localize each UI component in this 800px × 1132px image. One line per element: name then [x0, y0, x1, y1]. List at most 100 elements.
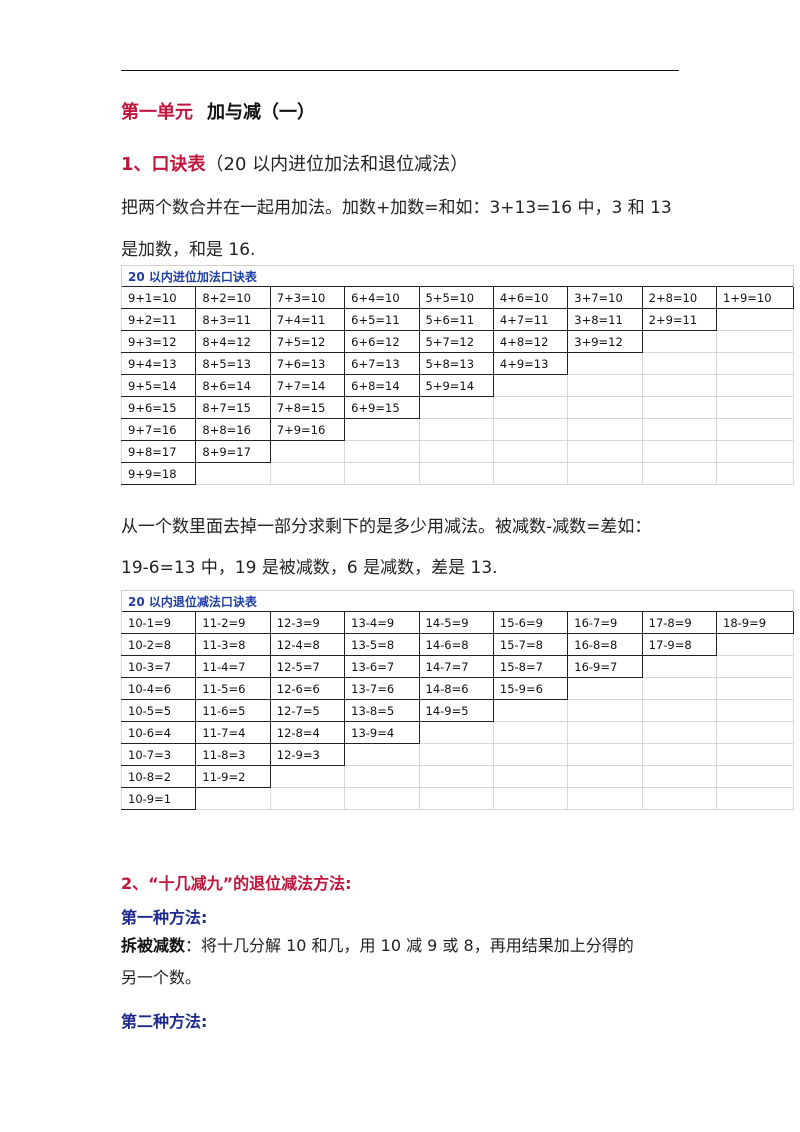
empty-cell [715, 699, 795, 722]
table-row: 10-5=5 11-6=5 12-7=5 13-8=5 14-9=5 [120, 699, 795, 722]
table-cell: 7+8=15 [269, 396, 346, 419]
table-cell: 9+7=16 [120, 418, 197, 441]
table-row: 10-8=2 11-9=2 [120, 765, 795, 788]
method-1-heading: 第一种方法: [121, 908, 208, 927]
table-cell: 14-6=8 [418, 633, 494, 656]
section-1-number: 1、 [121, 154, 152, 175]
table-cell: 11-5=6 [195, 677, 271, 700]
empty-cell [641, 396, 718, 419]
empty-cell [715, 655, 795, 678]
table-cell: 13-6=7 [344, 655, 420, 678]
empty-cell [269, 765, 346, 788]
empty-cell [418, 462, 494, 485]
table-cell: 15-8=7 [492, 655, 569, 678]
table-row: 9+3=12 8+4=12 7+5=12 6+6=12 5+7=12 4+8=12 3+9=… [120, 330, 795, 353]
table-cell: 12-4=8 [269, 633, 346, 656]
table-cell: 8+5=13 [195, 352, 271, 375]
header-rule [121, 70, 679, 71]
table-cell: 7+7=14 [269, 374, 346, 397]
empty-cell [715, 418, 795, 441]
empty-cell [715, 308, 795, 331]
empty-cell [492, 418, 569, 441]
table-cell: 10-4=6 [120, 677, 197, 700]
table-row: 9+5=14 8+6=14 7+7=14 6+8=14 5+9=14 [120, 374, 795, 397]
table-row: 9+7=16 8+8=16 7+9=16 [120, 418, 795, 441]
table-row: 9+2=11 8+3=11 7+4=11 6+5=11 5+6=11 4+7=11 3+8=… [120, 308, 795, 331]
empty-cell [715, 396, 795, 419]
table-cell: 9+8=17 [120, 440, 197, 463]
table-cell: 4+8=12 [492, 330, 569, 353]
empty-cell [715, 440, 795, 463]
table-cell: 8+6=14 [195, 374, 271, 397]
empty-cell [641, 330, 718, 353]
table-cell: 6+7=13 [344, 352, 420, 375]
table-cell: 9+6=15 [120, 396, 197, 419]
empty-cell [418, 396, 494, 419]
table-cell: 14-7=7 [418, 655, 494, 678]
empty-cell [418, 418, 494, 441]
unit-title: 加与减（一） [207, 102, 315, 123]
add-intro-line-1: 把两个数合并在一起用加法。加数+加数=和如：3+13=16 中，3 和 13 [121, 198, 672, 218]
table-row: 9+1=10 8+2=10 7+3=10 6+4=10 5+5=10 4+6=10 3+7=… [120, 286, 795, 309]
empty-cell [641, 677, 718, 700]
empty-cell [567, 374, 643, 397]
empty-cell [195, 462, 271, 485]
table-cell: 10-1=9 [120, 611, 197, 634]
empty-cell [715, 721, 795, 744]
table-cell: 8+4=12 [195, 330, 271, 353]
table-cell: 3+8=11 [567, 308, 643, 331]
empty-cell [641, 765, 718, 788]
table-cell: 13-4=9 [344, 611, 420, 634]
section-1-note: （20 以内进位加法和退位减法） [205, 154, 469, 175]
section-1-title: 口诀表 [151, 154, 206, 175]
table-cell: 8+8=16 [195, 418, 271, 441]
table-cell: 14-5=9 [418, 611, 494, 634]
table-cell: 5+6=11 [418, 308, 494, 331]
table-cell: 15-9=6 [492, 677, 569, 700]
empty-cell [641, 352, 718, 375]
empty-cell [567, 699, 643, 722]
table-cell: 8+3=11 [195, 308, 271, 331]
table-cell: 9+9=18 [120, 462, 197, 485]
empty-cell [269, 462, 346, 485]
empty-cell [715, 787, 795, 810]
table-cell: 16-8=8 [567, 633, 643, 656]
empty-cell [269, 440, 346, 463]
empty-cell [641, 743, 718, 766]
table-cell: 13-5=8 [344, 633, 420, 656]
table-cell: 2+9=11 [641, 308, 718, 331]
table-cell: 7+3=10 [269, 286, 346, 309]
table-cell: 2+8=10 [641, 286, 718, 309]
empty-cell [641, 787, 718, 810]
empty-cell [344, 787, 420, 810]
method-2-heading: 第二种方法: [121, 1012, 208, 1031]
table-cell: 14-8=6 [418, 677, 494, 700]
empty-cell [492, 743, 569, 766]
method-1-desc: ：将十几分解 10 和几，用 10 减 9 或 8，再用结果加上分得的 [185, 936, 634, 955]
empty-cell [641, 699, 718, 722]
method-1-term: 拆被减数 [121, 936, 186, 955]
table-cell: 13-9=4 [344, 721, 420, 744]
table-cell: 11-8=3 [195, 743, 271, 766]
table-row: 9+6=15 8+7=15 7+8=15 6+9=15 [120, 396, 795, 419]
empty-cell [492, 396, 569, 419]
table-cell: 5+8=13 [418, 352, 494, 375]
subtraction-table: 20 以内退位减法口诀表 10-1=9 11-2=9 12-3=9 13-4=9 14-5… [120, 590, 795, 810]
empty-cell [567, 743, 643, 766]
empty-cell [492, 787, 569, 810]
table-cell: 12-8=4 [269, 721, 346, 744]
table-cell: 6+5=11 [344, 308, 420, 331]
empty-cell [492, 462, 569, 485]
table-cell: 4+6=10 [492, 286, 569, 309]
table-cell: 12-7=5 [269, 699, 346, 722]
table-row: 10-1=9 11-2=9 12-3=9 13-4=9 14-5=9 15-6=9 16-7… [120, 611, 795, 634]
empty-cell [567, 462, 643, 485]
table-cell: 11-9=2 [195, 765, 271, 788]
table-cell: 5+7=12 [418, 330, 494, 353]
addition-table: 20 以内进位加法口诀表 9+1=10 8+2=10 7+3=10 6+4=10 5+5=… [120, 265, 795, 485]
add-intro-line-2: 是加数，和是 16. [121, 240, 256, 260]
table-cell: 16-9=7 [567, 655, 643, 678]
empty-cell [344, 440, 420, 463]
empty-cell [715, 743, 795, 766]
empty-cell [715, 462, 795, 485]
